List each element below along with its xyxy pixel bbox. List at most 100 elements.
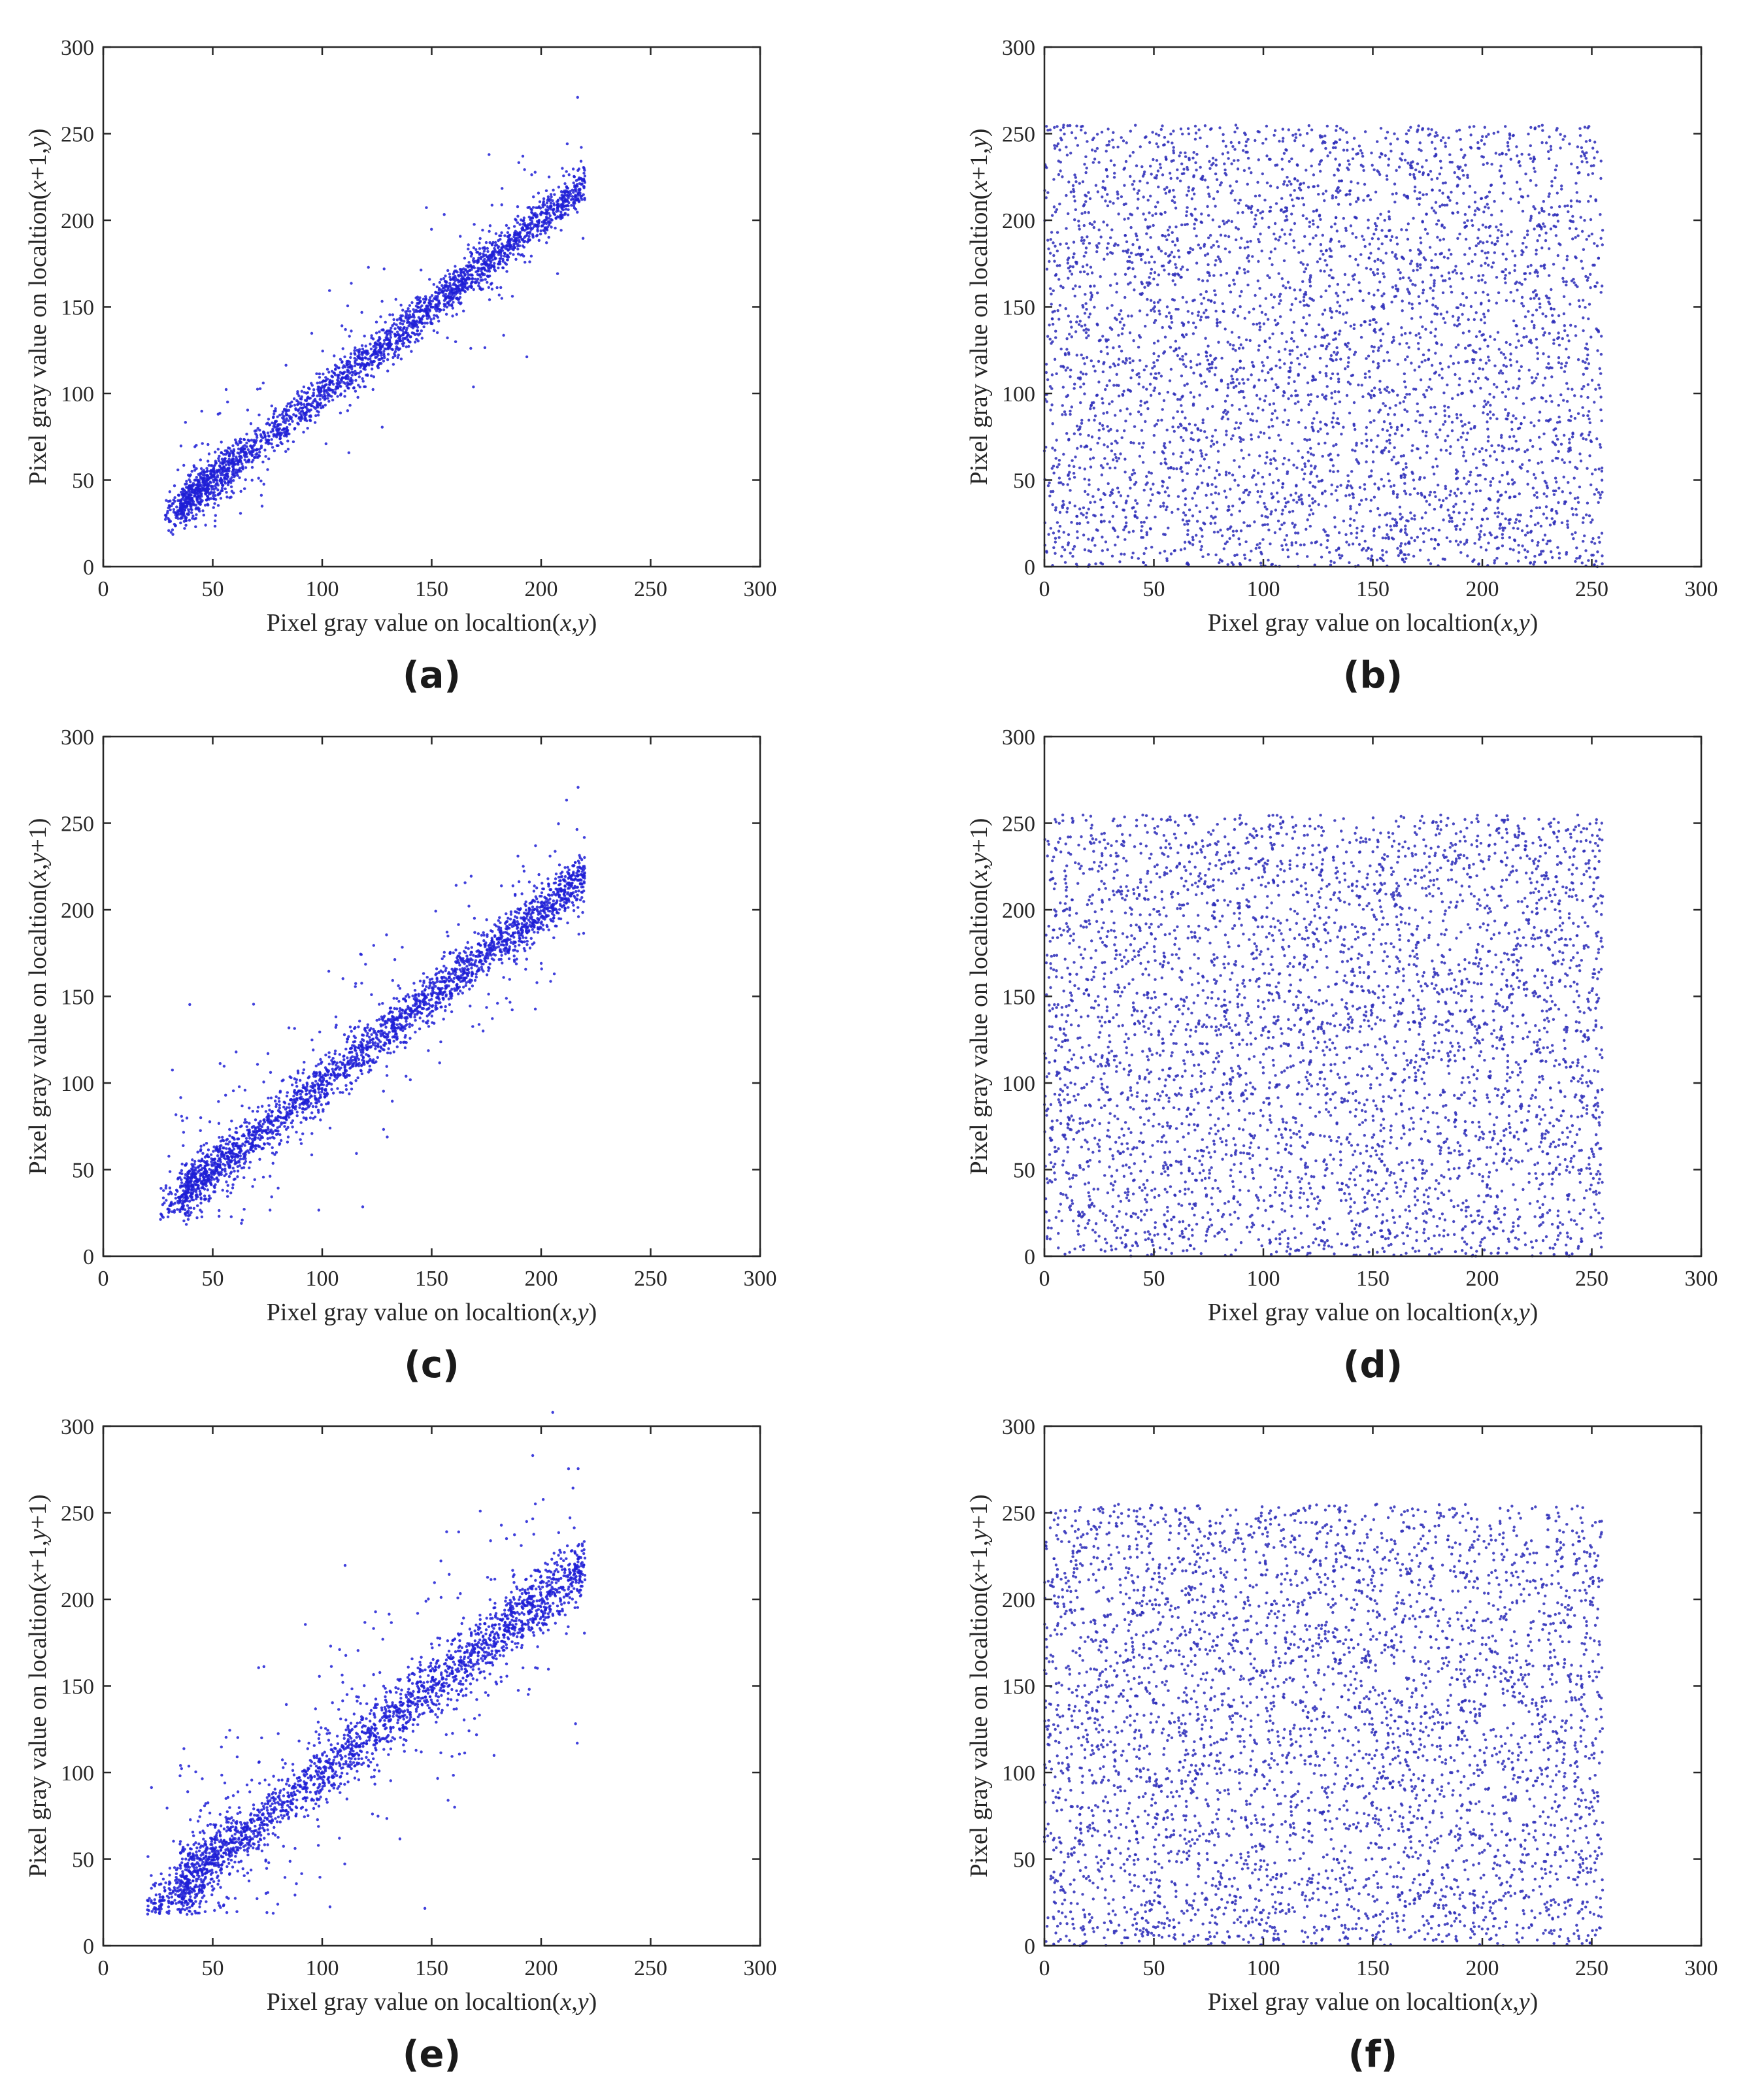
data-point [1158,312,1161,316]
data-point [1306,555,1309,558]
data-point [1555,164,1558,167]
data-point [363,363,367,367]
data-point [1118,345,1121,348]
data-point [1206,298,1210,302]
scatter-points-b [1042,124,1605,569]
data-point [1123,429,1126,433]
data-point [1318,257,1322,261]
data-point [1588,417,1591,421]
data-point [312,388,316,392]
data-point [1209,444,1213,448]
data-point [1205,308,1208,312]
data-point [1554,489,1557,493]
data-point [1476,526,1479,529]
data-point [1103,457,1106,460]
data-point [1084,251,1088,254]
data-point [336,395,339,398]
data-point [349,352,353,356]
data-point [213,478,217,482]
data-point [243,487,246,490]
data-point [222,452,225,456]
data-point [225,495,229,499]
data-point [1049,408,1052,412]
data-point [1135,164,1139,167]
data-point [1054,448,1057,452]
data-point [284,363,288,367]
data-point [195,489,199,493]
data-point [1469,427,1472,431]
data-point [1459,165,1462,169]
data-point [1262,322,1266,325]
data-point [1047,533,1050,536]
data-point [280,442,284,446]
data-point [1145,232,1148,235]
data-point [207,442,210,446]
data-point [1155,376,1158,380]
data-point [1580,229,1584,233]
data-point [1207,192,1210,195]
data-point [290,400,293,404]
data-point [1574,531,1577,535]
data-point [1520,152,1523,156]
data-point [343,355,346,359]
data-point [1424,434,1427,438]
data-point [1395,495,1399,499]
data-point [1199,548,1203,552]
data-point [1317,480,1321,483]
data-point [1101,370,1105,374]
data-point [1173,195,1176,199]
data-point [1506,482,1510,486]
data-point [1149,393,1153,397]
data-point [175,505,178,508]
data-point [257,454,261,458]
data-point [1459,492,1463,495]
data-point [1256,180,1259,184]
data-point [1536,352,1539,355]
data-point [1140,521,1143,524]
data-point [1369,509,1373,513]
data-point [1410,361,1413,365]
data-point [1205,436,1208,439]
data-point [1120,552,1123,556]
data-point [1191,497,1194,500]
data-point [1542,384,1545,387]
data-point [399,303,403,307]
data-point [539,212,542,216]
data-point [1169,132,1173,136]
data-point [274,409,277,412]
data-point [239,450,242,454]
data-point [506,241,509,244]
data-point [1231,529,1235,533]
data-point [1068,333,1071,336]
data-point [398,317,401,320]
data-point [1303,304,1306,307]
data-point [1339,127,1342,130]
data-point [1410,259,1414,263]
data-point [418,320,422,324]
data-point [1545,366,1548,369]
data-point [218,412,222,415]
data-point [1086,140,1089,143]
data-point [1084,324,1087,327]
data-point [1597,383,1601,387]
data-point [1294,297,1297,301]
data-point [576,197,580,200]
data-point [197,507,201,510]
data-point [1554,434,1558,438]
data-point [1552,307,1556,311]
data-point [197,473,200,476]
data-point [386,358,390,361]
data-point [1237,426,1240,429]
data-point [1086,273,1090,276]
y-tick-label: 0 [83,556,94,580]
data-point [173,484,176,488]
data-point [410,301,414,305]
data-point [1367,194,1370,197]
data-point [259,479,263,482]
data-point [1143,170,1146,174]
data-point [1421,325,1424,329]
data-point [1437,484,1440,487]
data-point [1159,462,1163,465]
data-point [1223,399,1227,403]
data-point [566,213,570,216]
